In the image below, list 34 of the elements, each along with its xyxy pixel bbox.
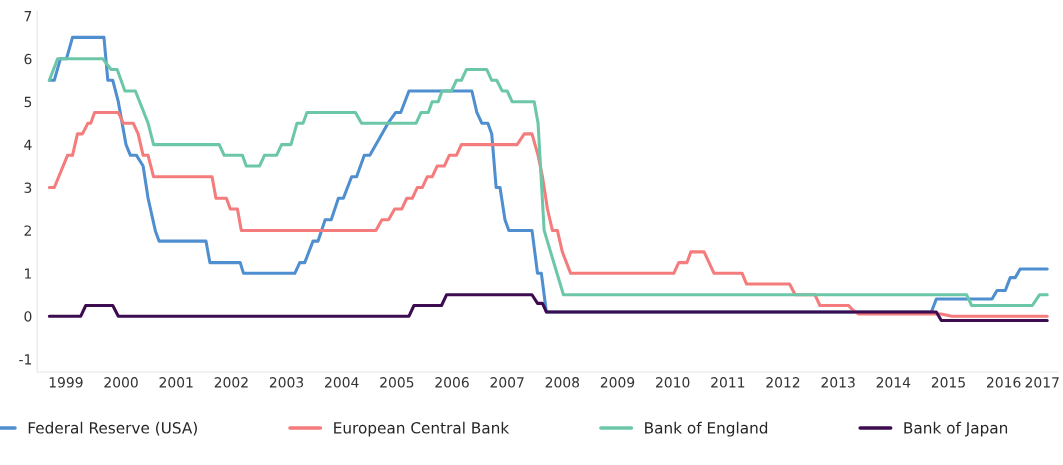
x-tick-label: 2016 [986, 377, 1021, 388]
y-tick-label: 1 [25, 268, 32, 279]
y-tick-label: 0 [24, 311, 32, 322]
legend-label: Bank of Japan [904, 421, 1008, 437]
x-tick-label: 2005 [380, 377, 414, 388]
line-series [47, 110, 1049, 318]
x-tick-label: 2001 [159, 377, 193, 388]
x-tick-label: 2009 [600, 377, 635, 388]
x-tick-label: 2010 [656, 377, 690, 388]
x-tick-label: 2007 [490, 377, 524, 388]
y-tick-label: -1 [19, 354, 32, 365]
x-tick-label: 2011 [711, 377, 745, 388]
x-tick-label: 2006 [435, 377, 469, 388]
x-tick-label: 2002 [214, 377, 248, 388]
x-tick-label: 2004 [325, 377, 359, 388]
y-tick-label: 2 [24, 225, 31, 236]
x-tick-label: 1999 [49, 377, 83, 388]
x-tick-label: 2015 [931, 377, 965, 388]
x-tick-label: 2008 [545, 377, 580, 388]
x-tick-label: 2013 [821, 377, 855, 388]
legend-label: Bank of England [645, 421, 768, 437]
y-tick-label: 6 [24, 53, 32, 65]
y-tick-label: 4 [24, 139, 32, 150]
line-series [47, 293, 1049, 323]
y-tick-label: 5 [24, 96, 32, 108]
y-tick-label: 3 [24, 182, 32, 193]
x-tick-label: 2012 [766, 377, 800, 388]
x-tick-label: 2017 [1025, 377, 1059, 388]
x-tick-label: 2014 [876, 377, 911, 388]
legend-label: European Central Bank [334, 421, 510, 437]
x-tick-label: 2000 [104, 377, 138, 388]
legend-label: Federal Reserve (USA) [28, 421, 197, 436]
y-tick-label: 7 [24, 11, 32, 22]
x-tick-label: 2003 [269, 377, 304, 388]
